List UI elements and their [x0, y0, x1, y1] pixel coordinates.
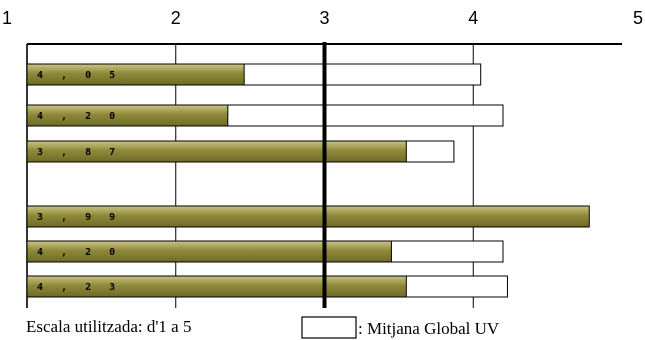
- legend-label: : Mitjana Global UV: [358, 319, 500, 338]
- bar-label-0-2: 3 , 8 7: [37, 147, 121, 158]
- value-bar-1-2: [26, 275, 407, 298]
- x-tick-label-5: 5: [633, 8, 643, 28]
- legend-swatch: [301, 316, 357, 339]
- bar-label-0-0: 4 , 0 5: [37, 70, 121, 81]
- x-tick-label-1: 1: [2, 8, 12, 28]
- bars: 4 , 0 5 4 , 2 0 3 , 8 7 3 , 9 9 4 , 2 0 4 , 2…: [26, 63, 590, 298]
- value-bar-0-2: [26, 140, 407, 163]
- x-axis-ticks: 1 2 3 4 5: [2, 8, 643, 28]
- value-bar-1-0: [26, 205, 590, 228]
- bar-label-1-2: 4 , 2 3: [37, 282, 121, 293]
- bar-label-0-1: 4 , 2 0: [37, 111, 121, 122]
- scale-note: Escala utilitzada: d'1 a 5: [26, 317, 191, 336]
- x-tick-label-3: 3: [319, 8, 329, 28]
- footer: Escala utilitzada: d'1 a 5 : Mitjana Glo…: [26, 316, 500, 339]
- bar-label-1-1: 4 , 2 0: [37, 247, 121, 258]
- x-tick-label-4: 4: [468, 8, 478, 28]
- x-tick-label-2: 2: [171, 8, 181, 28]
- value-bar-1-1: [26, 240, 392, 263]
- bar-label-1-0: 3 , 9 9: [37, 212, 121, 223]
- value-bar-0-1: [26, 104, 229, 127]
- value-bar-0-0: [26, 63, 245, 86]
